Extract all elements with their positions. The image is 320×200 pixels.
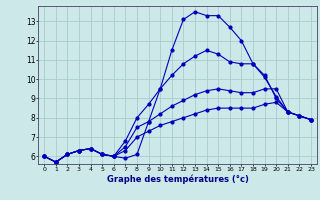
X-axis label: Graphe des températures (°c): Graphe des températures (°c) xyxy=(107,175,249,184)
